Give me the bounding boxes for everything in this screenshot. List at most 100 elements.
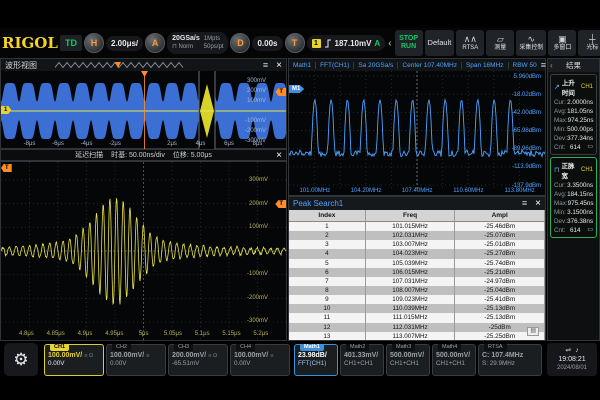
channel-box-math2[interactable]: Math2401.33mV/CH1+CH1 <box>340 344 384 376</box>
stat-value: 2.0000ns <box>567 98 593 107</box>
peak-table-header: Index Freq Ampl <box>289 210 545 222</box>
zoom-header-segment: 延迟扫描 <box>75 150 103 160</box>
channel-box-ch1[interactable]: CH1100.00mV/≡ Ω0.00V <box>44 344 104 376</box>
channel-offset: 0.00V <box>110 360 162 367</box>
row-index: 5 <box>289 259 366 268</box>
scale-value: 500.00mV/ <box>436 352 470 359</box>
axis-label: -200mV <box>247 295 268 301</box>
trigger-source-badge: 1 <box>312 39 321 48</box>
table-row[interactable]: 10110.039MHz-25.13dBm <box>289 304 545 313</box>
channel-box-rtsa[interactable]: RTSAC: 107.4MHzS: 29.9MHz <box>478 344 542 376</box>
settings-button[interactable]: ⚙ <box>4 343 38 376</box>
acquire-info[interactable]: 20GSa/s ⊓ Norm 1Mpts 50ps/pt <box>167 32 228 54</box>
oscilloscope-screen: RIGOL TD H 2.00μs/ A 20GSa/s ⊓ Norm 1Mpt… <box>0 0 600 400</box>
scale-value: 100.00mV/ <box>234 352 268 359</box>
table-row[interactable]: 2102.031MHz-25.07dBm <box>289 231 545 240</box>
close-icon[interactable]: × <box>276 150 282 161</box>
row-ampl: -25.46dBm <box>455 222 545 231</box>
stat-label: Cnt: <box>554 226 570 235</box>
close-icon[interactable]: × <box>276 61 282 70</box>
row-freq: 101.015MHz <box>366 222 456 231</box>
axis-label: 4μs <box>196 141 206 147</box>
menu-icon[interactable]: ≡ <box>522 199 527 208</box>
channel-box-ch3[interactable]: CH3200.00mV/≡ Ω-65.51mV <box>168 344 228 376</box>
table-menu-icon[interactable]: ▤ <box>527 327 539 336</box>
io-icon: ⇌ <box>565 347 571 355</box>
stat-value: 184.15ns <box>567 190 593 199</box>
horizontal-knob[interactable]: H <box>84 33 104 53</box>
row-index: 7 <box>289 277 366 286</box>
table-row[interactable]: 12112.031MHz-25dBm <box>289 323 545 332</box>
table-row[interactable]: 3103.007MHz-25.01dBm <box>289 240 545 249</box>
toolbar-button-run[interactable]: STOPRUN <box>395 30 423 56</box>
toolbar-prev-icon[interactable]: ‹ <box>387 38 392 49</box>
measure-stat: Cnt:614▭ <box>554 143 593 152</box>
axis-label: -100mV <box>247 271 268 277</box>
channel-offset: 0.00V <box>48 360 100 367</box>
toolbar-button-default[interactable]: Default <box>425 30 455 56</box>
row-ampl: -25.21dBm <box>455 268 545 277</box>
stat-label: Cur: <box>554 98 567 107</box>
collapse-icon[interactable]: ‹ <box>550 61 553 70</box>
measure-card[interactable]: ↗上升时间CH1Cur:2.0000nsAvg:181.05nsMax:974.… <box>550 74 597 155</box>
table-row[interactable]: 6106.015MHz-25.21dBm <box>289 268 545 277</box>
axis-label: 4.8μs <box>19 331 34 337</box>
axis-label: 5.960dBm <box>514 74 541 80</box>
bottom-status-bar: ⚙ CH1100.00mV/≡ Ω0.00VCH2100.00mV/≡0.00V… <box>0 341 600 379</box>
stat-value: 614 <box>570 143 581 152</box>
measure-stat: Min:3.1500ns <box>554 208 593 217</box>
channel-box-ch4[interactable]: CH4100.00mV/≡0.00V <box>230 344 290 376</box>
waveform-overview-plot[interactable]: 1 T 300mV200mV100mV-100mV-200mV-300mV-8μ… <box>1 71 286 150</box>
axis-label: -6μs <box>52 141 64 147</box>
fft-header-segment: FFT(CH1) <box>315 62 353 69</box>
fft-spectrum-plot[interactable]: M1 5.960dBm-18.02dBm-42.00dBm-65.98dBm-8… <box>289 71 545 195</box>
menu-icon[interactable]: ≡ <box>541 61 546 70</box>
acq-mode: Norm <box>179 44 194 50</box>
toolbar-button-measure[interactable]: ▱测量 <box>486 30 514 56</box>
row-freq: 110.039MHz <box>366 304 456 313</box>
coupling-impedance-icons: ≡ Ω <box>84 353 93 359</box>
fft-titlebar: Math1FFT(CH1)Sa 20GSa/sCenter 107.40MHzS… <box>289 59 545 71</box>
timebase-value[interactable]: 2.00μs/ <box>106 36 143 51</box>
button-label: Default <box>428 39 452 47</box>
channel-box-math1[interactable]: Math123.98dB/FFT(CH1) <box>294 344 338 376</box>
close-icon[interactable]: × <box>535 199 541 208</box>
button-label: RTSA <box>462 44 478 52</box>
toolbar-button-cursor[interactable]: ┼光标 <box>578 30 600 56</box>
scale-value: 100.00mV/ <box>48 352 82 359</box>
row-ampl: -25.74dBm <box>455 259 545 268</box>
zoom-waveform-plot[interactable]: T T 300mV200mV100mV-100mV-200mV-300mV4.8… <box>1 162 286 340</box>
stat-label: Avg: <box>554 190 567 199</box>
stat-value: 614 <box>570 226 581 235</box>
toolbar-button-acq-control[interactable]: ∿采集控制 <box>516 30 546 56</box>
channel-tab: Math2 <box>346 344 369 351</box>
toolbar-button-rtsa[interactable]: ∧∧RTSA <box>456 30 484 56</box>
delay-value[interactable]: 0.00s <box>252 36 282 51</box>
stat-value: 975.45ns <box>568 199 594 208</box>
clock-box: ⇌♪ 19:08:21 2024/08/01 <box>547 343 597 376</box>
toolbar-button-multi-window[interactable]: ▣多窗口 <box>548 30 576 56</box>
trigger-knob[interactable]: T <box>285 33 305 53</box>
table-row[interactable]: 9109.023MHz-25.41dBm <box>289 295 545 304</box>
table-row[interactable]: 5105.039MHz-25.74dBm <box>289 259 545 268</box>
trigger-info[interactable]: 1 187.10mV A <box>307 35 386 51</box>
table-row[interactable]: 4104.023MHz-25.27dBm <box>289 249 545 258</box>
channel-box-math4[interactable]: Math4500.00mV/CH1+CH1 <box>432 344 476 376</box>
menu-icon[interactable]: ≡ <box>263 61 268 70</box>
channel-offset: CH1+CH1 <box>436 360 472 367</box>
acquire-knob[interactable]: A <box>145 33 165 53</box>
measure-stat: Cur:2.0000ns <box>554 98 593 107</box>
channel-box-ch2[interactable]: CH2100.00mV/≡0.00V <box>106 344 166 376</box>
table-row[interactable]: 7107.031MHz-24.97dBm <box>289 277 545 286</box>
table-row[interactable]: 11111.015MHz-25.13dBm <box>289 313 545 322</box>
table-row[interactable]: 13113.007MHz-25.25dBm <box>289 332 545 340</box>
table-row[interactable]: 8108.007MHz-25.04dBm <box>289 286 545 295</box>
delay-knob[interactable]: D <box>230 33 250 53</box>
channel-box-math3[interactable]: Math3500.00mV/CH1+CH1 <box>386 344 430 376</box>
stat-value: 974.25ns <box>568 116 594 125</box>
peak-search-panel: Peak Search1 ≡ × Index Freq Ampl 1101.01… <box>288 196 546 341</box>
measure-card[interactable]: ⊓正脉宽CH1Cur:3.3500nsAvg:184.15nsMax:975.4… <box>550 157 597 238</box>
axis-label: 8μs <box>253 141 263 147</box>
row-freq: 109.023MHz <box>366 295 456 304</box>
table-row[interactable]: 1101.015MHz-25.46dBm <box>289 222 545 231</box>
